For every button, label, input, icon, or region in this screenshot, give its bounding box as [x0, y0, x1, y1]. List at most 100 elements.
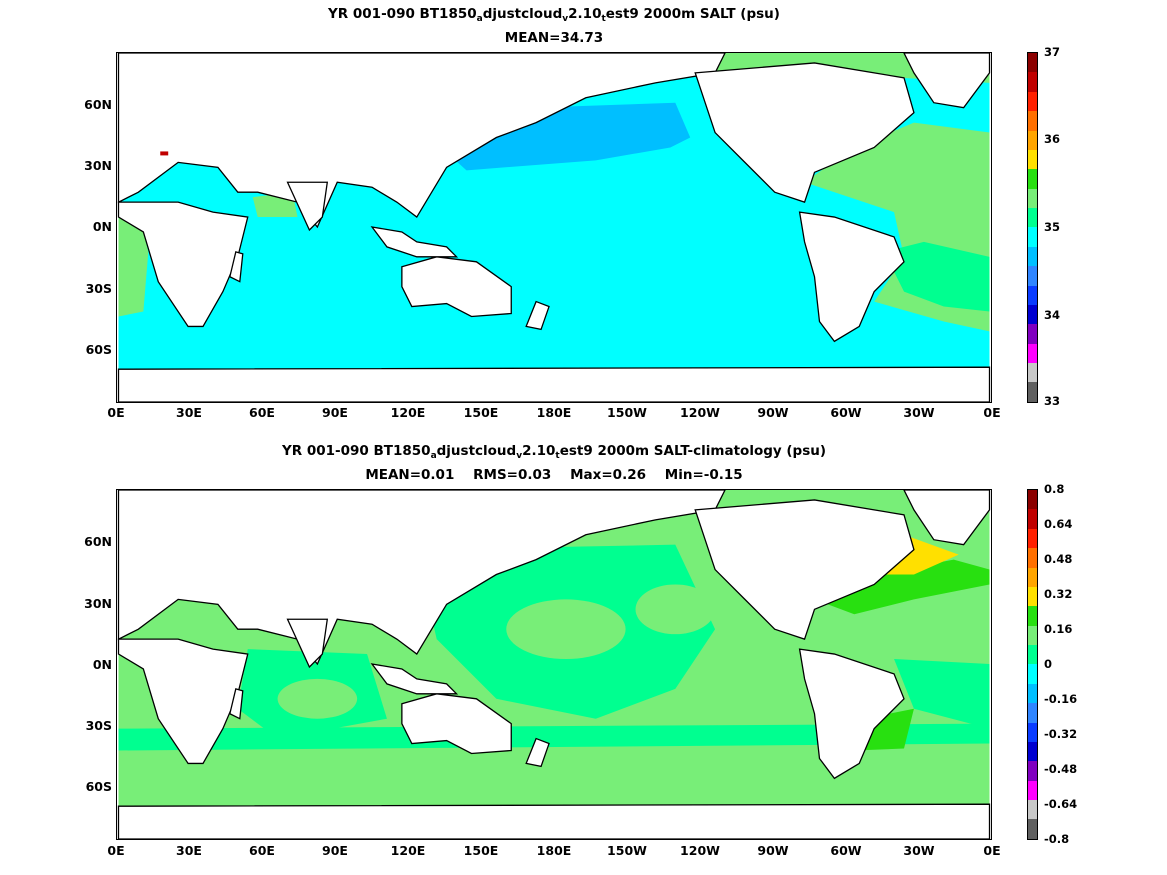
colorbar-swatch — [1028, 548, 1037, 568]
madagascar-land — [229, 251, 244, 283]
colorbar-tick: 0.8 — [1044, 482, 1065, 496]
colorbar-swatch — [1028, 800, 1037, 820]
colorbar-swatch — [1028, 169, 1037, 189]
colorbar-swatch — [1028, 382, 1037, 402]
x-tick: 30E — [176, 843, 202, 858]
y-tick: 30N — [84, 158, 112, 173]
colorbar-swatch — [1028, 819, 1037, 839]
x-tick: 60W — [830, 843, 862, 858]
x-tick: 90W — [757, 843, 789, 858]
x-tick: 90W — [757, 405, 789, 420]
colorbar-swatch — [1028, 227, 1037, 247]
colorbar-swatch — [1028, 586, 1037, 607]
pacific-blob — [635, 584, 716, 635]
colorbar-tick: 37 — [1044, 45, 1061, 59]
southern-patch — [118, 723, 990, 751]
x-tick: 0E — [107, 405, 125, 420]
colorbar-tick: -0.32 — [1044, 727, 1078, 741]
colorbar-swatch — [1028, 130, 1037, 150]
colorbar-swatch — [1028, 509, 1037, 529]
antarctica-land — [117, 803, 991, 839]
colorbar-swatch — [1028, 53, 1037, 73]
y-tick: 0N — [92, 219, 112, 234]
eurasia-land — [117, 53, 726, 229]
colorbar-swatch — [1028, 72, 1037, 92]
eurasia-land — [117, 490, 726, 666]
indonesia-land — [370, 226, 459, 258]
x-tick: 0E — [983, 405, 1001, 420]
atlantic-deep-region — [884, 241, 990, 312]
bottom-panel-title: YR 001-090 BT1850adjustcloudv2.10test9 2… — [281, 443, 827, 461]
colorbar-swatch — [1028, 606, 1037, 626]
colorbar-tick: 35 — [1044, 220, 1061, 234]
colorbar-tick: -0.48 — [1044, 762, 1078, 776]
x-tick: 150W — [607, 843, 647, 858]
x-tick: 90E — [322, 405, 348, 420]
x-tick: 60E — [249, 405, 275, 420]
x-tick: 30W — [903, 405, 935, 420]
south-america-land — [798, 648, 905, 780]
colorbar-swatch — [1028, 645, 1037, 665]
top-colorbar — [1027, 52, 1038, 403]
india-land — [286, 181, 329, 232]
colorbar-swatch — [1028, 266, 1037, 286]
colorbar-swatch — [1028, 363, 1037, 383]
land-masses — [117, 490, 991, 839]
y-tick: 30S — [85, 718, 112, 733]
south-atlantic-patch — [894, 659, 990, 729]
colorbar-swatch — [1028, 625, 1037, 645]
new-zealand-land — [525, 737, 550, 768]
x-tick: 150E — [463, 405, 499, 420]
colorbar-swatch — [1028, 722, 1037, 742]
bottom-map — [116, 489, 992, 840]
colorbar-swatch — [1028, 528, 1037, 549]
top-map-svg — [117, 53, 991, 402]
x-tick: 180E — [536, 405, 572, 420]
top-panel-subtitle: MEAN=34.73 — [504, 30, 604, 46]
y-tick: 60S — [85, 779, 112, 794]
x-tick: 150W — [607, 405, 647, 420]
new-zealand-land — [525, 300, 550, 331]
bottom-colorbar — [1027, 489, 1038, 840]
madagascar-land — [229, 688, 244, 720]
x-tick: 30W — [903, 843, 935, 858]
australia-land — [401, 693, 512, 755]
y-tick: 60N — [84, 97, 112, 112]
greenland-land — [903, 490, 991, 546]
colorbar-tick: 0.16 — [1044, 622, 1073, 636]
x-tick: 90E — [322, 843, 348, 858]
indonesia-land — [370, 663, 459, 695]
colorbar-swatch — [1028, 188, 1037, 208]
australia-land — [401, 256, 512, 318]
colorbar-swatch — [1028, 246, 1037, 267]
india-land — [286, 618, 329, 669]
x-tick: 180E — [536, 843, 572, 858]
colorbar-tick: -0.64 — [1044, 797, 1078, 811]
x-tick: 120W — [680, 843, 720, 858]
colorbar-swatch — [1028, 149, 1037, 170]
colorbar-swatch — [1028, 761, 1037, 781]
colorbar-swatch — [1028, 703, 1037, 723]
west-indian-region — [118, 212, 149, 317]
x-tick: 120E — [390, 405, 426, 420]
x-tick: 0E — [107, 843, 125, 858]
y-tick: 30N — [84, 596, 112, 611]
y-tick: 0N — [92, 657, 112, 672]
y-tick: 30S — [85, 281, 112, 296]
colorbar-swatch — [1028, 304, 1037, 325]
colorbar-tick: -0.16 — [1044, 692, 1078, 706]
positive-patches — [277, 584, 716, 719]
colorbar-swatch — [1028, 683, 1037, 704]
colorbar-swatch — [1028, 208, 1037, 228]
x-tick: 60W — [830, 405, 862, 420]
colorbar-swatch — [1028, 490, 1037, 510]
colorbar-tick: -0.8 — [1044, 832, 1070, 846]
indian-blob — [277, 678, 358, 719]
pacific-blob — [506, 599, 626, 660]
colorbar-swatch — [1028, 741, 1037, 762]
africa-land — [117, 638, 249, 765]
antarctica-land — [117, 366, 991, 402]
north-atlantic-region — [814, 559, 990, 615]
x-tick: 60E — [249, 843, 275, 858]
colorbar-swatch — [1028, 324, 1037, 344]
